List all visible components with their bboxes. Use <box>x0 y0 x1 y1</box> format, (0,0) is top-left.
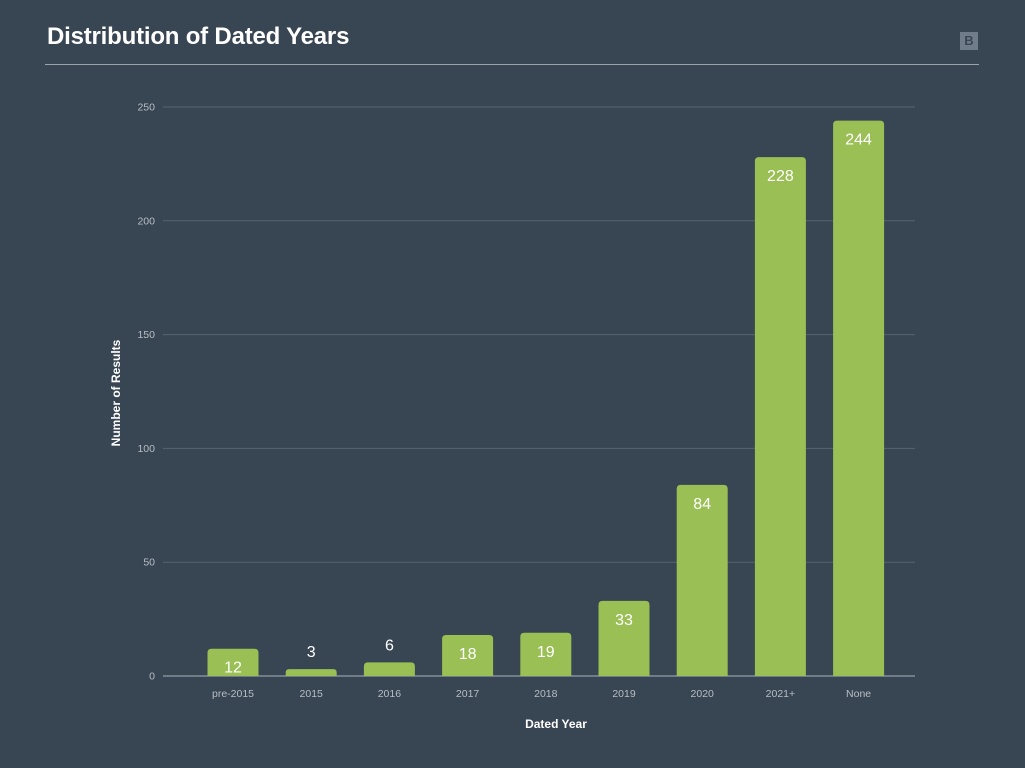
x-tick-label: 2018 <box>534 688 558 700</box>
y-tick-label: 0 <box>149 671 155 683</box>
bar-none <box>833 120 885 676</box>
y-axis-ticks: 0 50 100 150 200 250 <box>137 102 155 683</box>
x-tick-label: None <box>846 688 871 700</box>
y-axis-title: Number of Results <box>109 339 123 446</box>
bar-2016 <box>363 662 415 676</box>
bar-pre-2015 <box>207 648 259 676</box>
bar-value-label: 6 <box>385 637 394 654</box>
y-tick-label: 150 <box>137 329 155 341</box>
x-axis-ticks: pre-2015 2015 2016 2017 2018 2019 2020 2021+ Non… <box>212 688 871 700</box>
y-tick-label: 200 <box>137 215 155 227</box>
x-tick-label: 2017 <box>456 688 480 700</box>
page-title: Distribution of Dated Years <box>47 23 350 50</box>
bar-2021- <box>754 157 806 676</box>
x-axis-title: Dated Year <box>525 717 587 731</box>
bar-2018 <box>520 632 572 676</box>
x-tick-label: 2020 <box>691 688 715 700</box>
bar-value-labels: 12 3 6 18 19 33 84 228 244 <box>224 132 872 677</box>
bar-value-label: 12 <box>224 660 242 677</box>
y-tick-label: 250 <box>137 102 155 114</box>
bar-2017 <box>442 635 494 676</box>
bar-2020 <box>676 484 728 676</box>
x-tick-label: 2015 <box>300 688 324 700</box>
bar-value-label: 244 <box>845 132 872 149</box>
bar-value-label: 33 <box>615 612 633 629</box>
bar-value-label: 18 <box>459 646 477 663</box>
x-tick-label: 2019 <box>612 688 636 700</box>
x-tick-label: 2021+ <box>766 688 796 700</box>
bar-2019 <box>598 600 650 676</box>
title-divider <box>45 64 979 65</box>
y-tick-label: 100 <box>137 443 155 455</box>
bar-value-label: 228 <box>767 168 794 185</box>
bar-value-label: 19 <box>537 644 555 661</box>
bar-value-label: 84 <box>693 496 711 513</box>
bars <box>207 120 885 676</box>
bar-2015 <box>285 669 337 676</box>
y-tick-label: 50 <box>143 557 155 569</box>
brand-logo-icon: B <box>960 32 978 50</box>
x-tick-label: 2016 <box>378 688 402 700</box>
bar-value-label: 3 <box>307 644 316 661</box>
x-tick-label: pre-2015 <box>212 688 254 700</box>
